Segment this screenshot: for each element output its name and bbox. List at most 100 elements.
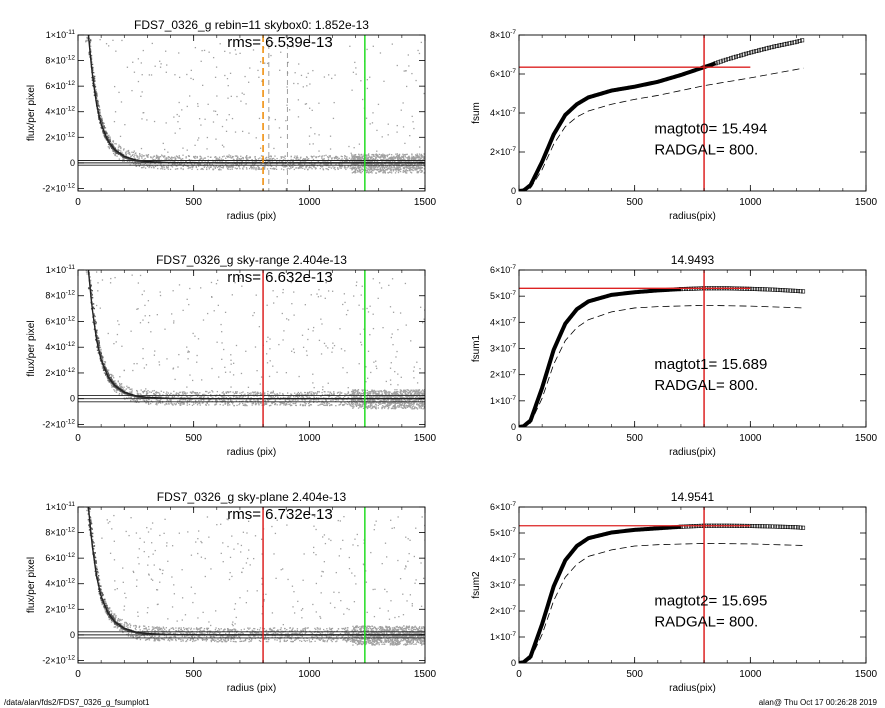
scatter-point bbox=[95, 97, 98, 99]
scatter-point bbox=[290, 393, 293, 396]
scatter-point bbox=[204, 157, 207, 159]
curve-marker bbox=[769, 45, 774, 50]
scatter-point bbox=[276, 157, 278, 160]
scatter-point bbox=[280, 157, 283, 159]
scatter-point bbox=[141, 157, 143, 159]
scatter-point bbox=[121, 392, 123, 394]
scatter-point bbox=[207, 160, 209, 163]
scatter-point bbox=[360, 158, 363, 160]
scatter-point bbox=[398, 169, 401, 171]
scatter-point bbox=[277, 394, 279, 396]
scatter-point bbox=[297, 399, 299, 401]
scatter-point bbox=[311, 156, 314, 158]
scatter-point bbox=[136, 156, 138, 158]
scatter-point bbox=[218, 376, 220, 378]
scatter-point bbox=[172, 367, 175, 369]
scatter-point bbox=[367, 168, 370, 170]
scatter-point bbox=[90, 283, 92, 286]
scatter-point bbox=[259, 383, 261, 385]
scatter-point bbox=[423, 165, 425, 167]
scatter-point bbox=[215, 165, 217, 167]
scatter-point bbox=[351, 172, 354, 174]
scatter-point bbox=[304, 404, 306, 406]
scatter-point bbox=[114, 143, 116, 145]
x-tick-label: 1000 bbox=[298, 197, 321, 208]
scatter-point bbox=[192, 390, 194, 393]
scatter-point bbox=[267, 159, 269, 161]
scatter-point bbox=[343, 166, 346, 168]
scatter-point bbox=[389, 156, 392, 159]
scatter-point bbox=[206, 163, 208, 165]
scatter-point bbox=[358, 363, 360, 365]
scatter-point bbox=[130, 391, 132, 393]
scatter-point bbox=[415, 158, 417, 161]
scatter-point bbox=[349, 404, 352, 407]
scatter-point bbox=[114, 154, 116, 156]
scatter-point bbox=[115, 391, 117, 393]
scatter-point bbox=[98, 117, 100, 119]
scatter-point bbox=[163, 156, 165, 158]
scatter-point bbox=[325, 167, 327, 170]
scatter-point bbox=[88, 264, 89, 265]
scatter-point bbox=[201, 168, 204, 170]
scatter-point bbox=[382, 155, 385, 157]
scatter-point bbox=[322, 159, 324, 161]
scatter-point bbox=[116, 333, 119, 336]
scatter-point bbox=[260, 164, 262, 166]
scatter-point bbox=[402, 154, 405, 156]
scatter-point bbox=[165, 122, 167, 124]
scatter-point bbox=[150, 166, 153, 169]
scatter-point bbox=[202, 84, 204, 87]
scatter-point bbox=[278, 343, 280, 346]
scatter-point bbox=[342, 367, 344, 369]
scatter-point bbox=[137, 308, 139, 310]
scatter-point bbox=[382, 168, 385, 170]
scatter-point bbox=[396, 163, 398, 165]
scatter-point bbox=[234, 155, 237, 157]
scatter-point bbox=[288, 168, 291, 170]
scatter-point bbox=[259, 160, 261, 162]
scatter-point bbox=[404, 70, 407, 72]
scatter-point bbox=[298, 63, 300, 65]
scatter-point bbox=[420, 155, 422, 157]
scatter-point bbox=[296, 393, 299, 396]
scatter-point bbox=[420, 403, 422, 405]
scatter-point bbox=[97, 108, 100, 111]
scatter-point bbox=[327, 166, 330, 168]
scatter-point bbox=[385, 391, 387, 393]
scatter-point bbox=[105, 139, 108, 141]
scatter-point bbox=[100, 120, 102, 122]
scatter-point bbox=[297, 396, 299, 399]
scatter-point bbox=[265, 402, 268, 404]
scatter-point bbox=[148, 74, 150, 76]
scatter-point bbox=[147, 154, 150, 156]
scatter-point bbox=[398, 170, 400, 172]
scatter-point bbox=[319, 155, 321, 157]
scatter-point bbox=[233, 159, 235, 161]
scatter-point bbox=[212, 391, 214, 393]
scatter-point bbox=[342, 397, 345, 399]
scatter-point bbox=[155, 391, 157, 394]
scatter-point bbox=[399, 167, 401, 169]
scatter-point bbox=[412, 370, 415, 372]
scatter-point bbox=[359, 154, 361, 156]
scatter-point bbox=[109, 267, 110, 268]
scatter-point bbox=[375, 365, 377, 367]
scatter-point bbox=[169, 168, 172, 171]
scatter-point bbox=[367, 169, 369, 171]
scatter-point bbox=[233, 405, 235, 407]
scatter-point bbox=[355, 169, 357, 172]
scatter-point bbox=[86, 273, 88, 275]
scatter-point bbox=[313, 392, 315, 394]
scatter-point bbox=[147, 401, 150, 404]
scatter-point bbox=[305, 76, 308, 78]
scatter-point bbox=[136, 390, 139, 392]
scatter-point bbox=[423, 396, 425, 398]
scatter-point bbox=[245, 350, 247, 352]
scatter-point bbox=[186, 73, 188, 76]
scatter-point bbox=[308, 391, 311, 394]
scatter-point bbox=[203, 393, 205, 395]
scatter-point bbox=[229, 371, 231, 373]
scatter-point bbox=[271, 157, 274, 160]
scatter-point bbox=[333, 391, 335, 393]
